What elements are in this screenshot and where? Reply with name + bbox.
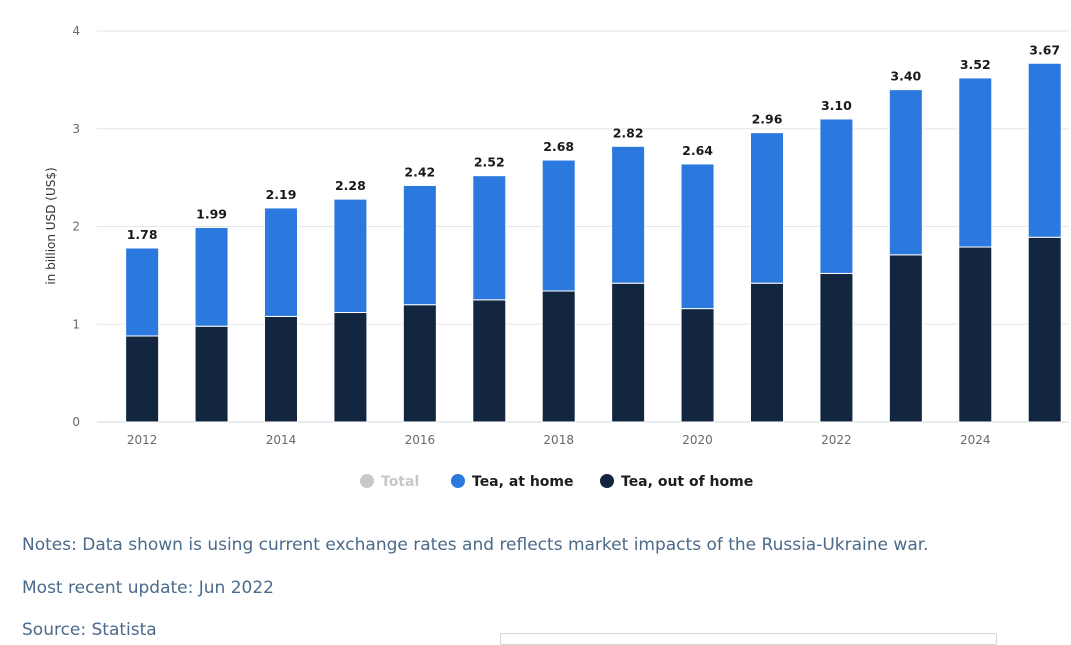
bars[interactable]	[125, 62, 1062, 423]
bar-segment[interactable]	[958, 246, 993, 423]
bar-segment[interactable]	[1027, 236, 1062, 423]
x-axis-ticks: 2012 2014 2016 2018 2020 2022 2024	[127, 433, 991, 447]
panel-edge	[500, 633, 997, 645]
data-label: 1.99	[196, 206, 227, 221]
bar-segment[interactable]	[749, 132, 784, 284]
legend-marker-icon	[360, 474, 374, 488]
x-tick-label: 2024	[960, 433, 991, 447]
bar-segment[interactable]	[958, 77, 993, 248]
legend[interactable]: Total Tea, at home Tea, out of home	[360, 474, 753, 490]
y-tick-label: 0	[72, 415, 80, 429]
bar-segment[interactable]	[611, 282, 646, 423]
x-tick-label: 2020	[682, 433, 713, 447]
bar-segment[interactable]	[819, 118, 854, 274]
data-label: 3.67	[1029, 42, 1060, 57]
bar-segment[interactable]	[194, 226, 229, 327]
bar-segment[interactable]	[680, 163, 715, 310]
bar-segment[interactable]	[402, 304, 437, 423]
y-tick-label: 4	[72, 24, 80, 38]
data-label: 2.96	[752, 112, 783, 127]
x-tick-label: 2016	[405, 433, 436, 447]
x-tick-label: 2012	[127, 433, 158, 447]
bar-segment[interactable]	[402, 184, 437, 306]
data-labels: 1.78 1.99 2.19 2.28 2.42 2.52 2.68 2.82 2.64 2.96…	[127, 42, 1060, 242]
source-text: Source: Statista	[22, 620, 157, 640]
data-label: 2.42	[404, 164, 435, 179]
bar-segment[interactable]	[472, 299, 507, 423]
bar-segment[interactable]	[888, 89, 923, 256]
data-label: 3.52	[960, 57, 991, 72]
data-label: 2.28	[335, 178, 366, 193]
bar-segment[interactable]	[1027, 62, 1062, 238]
data-label: 2.82	[613, 125, 644, 140]
bar-segment[interactable]	[819, 272, 854, 423]
y-tick-label: 1	[72, 317, 80, 331]
bar-segment[interactable]	[333, 198, 368, 314]
bar-segment[interactable]	[541, 290, 576, 423]
update-text: Most recent update: Jun 2022	[22, 578, 274, 598]
bar-segment[interactable]	[472, 175, 507, 301]
bar-segment[interactable]	[263, 315, 298, 423]
data-label: 3.10	[821, 98, 852, 113]
legend-marker-icon	[451, 474, 465, 488]
bar-segment[interactable]	[125, 247, 160, 337]
legend-item[interactable]: Tea, at home	[451, 474, 574, 490]
legend-marker-icon	[600, 474, 614, 488]
y-tick-label: 3	[72, 122, 80, 136]
bar-segment[interactable]	[888, 254, 923, 423]
bar-segment[interactable]	[749, 282, 784, 423]
bar-segment[interactable]	[125, 335, 160, 423]
legend-label: Total	[381, 474, 419, 490]
data-label: 2.52	[474, 155, 505, 170]
data-label: 3.40	[890, 69, 921, 84]
notes-text: Notes: Data shown is using current excha…	[22, 535, 929, 555]
gridlines	[97, 30, 1069, 423]
stacked-bar-chart: 0 1 2 3 4 in billion USD (US$) 1.78 1.99 2.19 2…	[44, 24, 1069, 490]
x-tick-label: 2022	[821, 433, 852, 447]
x-tick-label: 2014	[266, 433, 297, 447]
y-tick-label: 2	[72, 220, 80, 234]
y-axis-ticks: 0 1 2 3 4	[72, 24, 80, 429]
bar-segment[interactable]	[541, 159, 576, 292]
data-label: 2.64	[682, 143, 713, 158]
bar-segment[interactable]	[680, 308, 715, 423]
bar-segment[interactable]	[333, 312, 368, 423]
bar-segment[interactable]	[263, 207, 298, 317]
bar-segment[interactable]	[611, 145, 646, 284]
data-label: 2.19	[266, 187, 297, 202]
legend-label: Tea, out of home	[621, 474, 753, 490]
legend-label: Tea, at home	[472, 474, 574, 490]
legend-item[interactable]: Tea, out of home	[600, 474, 753, 490]
bar-segment[interactable]	[194, 325, 229, 423]
y-axis-label: in billion USD (US$)	[44, 167, 58, 284]
data-label: 2.68	[543, 139, 574, 154]
x-tick-label: 2018	[543, 433, 574, 447]
legend-item[interactable]: Total	[360, 474, 419, 490]
data-label: 1.78	[127, 227, 158, 242]
